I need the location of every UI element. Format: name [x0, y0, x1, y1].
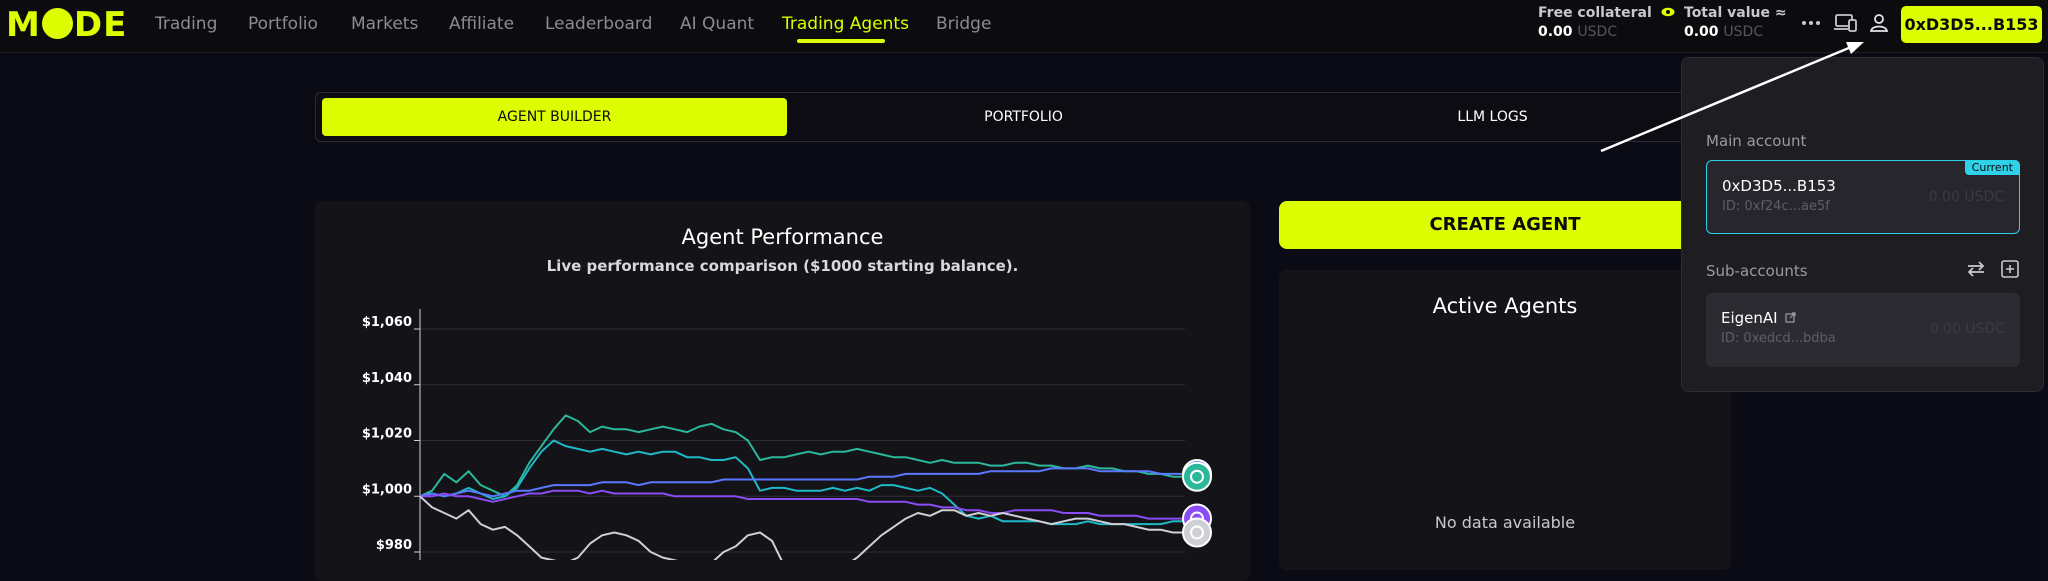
chart-title: Agent Performance: [681, 225, 884, 249]
more-icon[interactable]: [1801, 20, 1821, 26]
main-account-item[interactable]: 0xD3D5...B153 ID: 0xf24c...ae5f 0.00 USD…: [1706, 160, 2020, 234]
tab-agent-builder[interactable]: AGENT BUILDER: [322, 98, 787, 136]
mode-logo[interactable]: M DE: [6, 5, 128, 45]
user-icon[interactable]: [1869, 13, 1889, 33]
builder-tabs: AGENT BUILDER PORTFOLIO LLM LOGS: [315, 92, 1731, 142]
series-line-3: [420, 489, 1185, 520]
no-data-text: No data available: [1434, 513, 1576, 532]
tab-llm-logs[interactable]: LLM LOGS: [1457, 109, 1528, 125]
nav-item-ai-quant[interactable]: AI Quant: [680, 14, 755, 34]
y-tick-label: $1,040: [362, 371, 412, 386]
nav-item-trading[interactable]: Trading: [155, 14, 218, 34]
add-subaccount-icon[interactable]: [2001, 260, 2019, 278]
sub-account-id: ID: 0xedcd...bdba: [1721, 331, 1836, 346]
agent-avatar-ring: [1190, 525, 1204, 540]
tab-portfolio[interactable]: PORTFOLIO: [984, 109, 1063, 125]
sub-account-balance: 0.00 USDC: [1929, 321, 2005, 337]
active-nav-underline: [797, 39, 885, 43]
total-value-label: Total value: [1684, 5, 1770, 21]
sub-account-name: EigenAI: [1721, 309, 1796, 327]
total-value-unit: USDC: [1723, 24, 1764, 40]
free-collateral-label: Free collateral: [1538, 5, 1652, 21]
active-agents-card: Active Agents No data available: [1279, 270, 1731, 570]
total-value-value: 0.00: [1684, 24, 1719, 40]
performance-chart: $1,060 $1,040 $1,020 $1,000 $980: [362, 309, 1212, 560]
main-account-id: ID: 0xf24c...ae5f: [1722, 199, 1830, 214]
chart-subtitle: Live performance comparison ($1000 start…: [546, 257, 1019, 275]
agent-performance-card: Agent Performance Live performance compa…: [315, 201, 1250, 581]
free-collateral-stat: Free collateral 0.00 USDC: [1538, 5, 1675, 40]
nav-item-markets[interactable]: Markets: [351, 14, 419, 34]
total-value-stat: Total value ≈ 0.00 USDC: [1684, 5, 1787, 40]
eye-icon[interactable]: [1661, 7, 1675, 17]
nav-item-bridge[interactable]: Bridge: [936, 14, 992, 34]
y-tick-label: $1,060: [362, 315, 412, 330]
main-account-label: Main account: [1706, 132, 1807, 150]
top-nav-bar: M DE Trading Portfolio Markets Affiliate …: [0, 0, 2048, 53]
active-agents-title: Active Agents: [1432, 294, 1578, 318]
devices-icon[interactable]: [1834, 13, 1858, 33]
main-account-balance: 0.00 USDC: [1928, 189, 2004, 205]
series-line-4: [419, 495, 1185, 560]
agent-avatar-icon: [1182, 517, 1212, 548]
nav-item-leaderboard[interactable]: Leaderboard: [545, 14, 653, 34]
series-line-0: [419, 414, 1185, 498]
series-line-1: [419, 439, 1185, 526]
external-link-icon[interactable]: [1785, 312, 1796, 323]
main-account-name: 0xD3D5...B153: [1722, 177, 1836, 195]
agent-avatar-icon: [1182, 461, 1212, 492]
create-agent-button[interactable]: CREATE AGENT: [1279, 201, 1731, 249]
logo-dot-icon: [41, 8, 73, 39]
account-button[interactable]: 0xD3D5...B153: [1901, 6, 2042, 43]
sub-accounts-label: Sub-accounts: [1706, 262, 1808, 280]
transfer-icon[interactable]: [1966, 261, 1986, 277]
agent-avatar-ring: [1190, 469, 1204, 484]
account-dropdown: Main account 0xD3D5...B153 ID: 0xf24c...…: [1681, 57, 2044, 392]
nav-item-trading-agents[interactable]: Trading Agents: [782, 14, 909, 34]
free-collateral-value: 0.00: [1538, 24, 1573, 40]
nav-item-affiliate[interactable]: Affiliate: [449, 14, 515, 34]
free-collateral-unit: USDC: [1577, 24, 1618, 40]
y-tick-label: $980: [376, 538, 412, 553]
approx-symbol: ≈: [1774, 5, 1787, 21]
current-badge: Current: [1964, 160, 2020, 175]
series-line-2: [419, 467, 1185, 498]
y-tick-label: $1,020: [362, 427, 412, 442]
y-tick-label: $1,000: [362, 482, 412, 497]
sub-account-item[interactable]: EigenAI ID: 0xedcd...bdba 0.00 USDC: [1706, 293, 2020, 367]
nav-item-portfolio[interactable]: Portfolio: [248, 14, 318, 34]
